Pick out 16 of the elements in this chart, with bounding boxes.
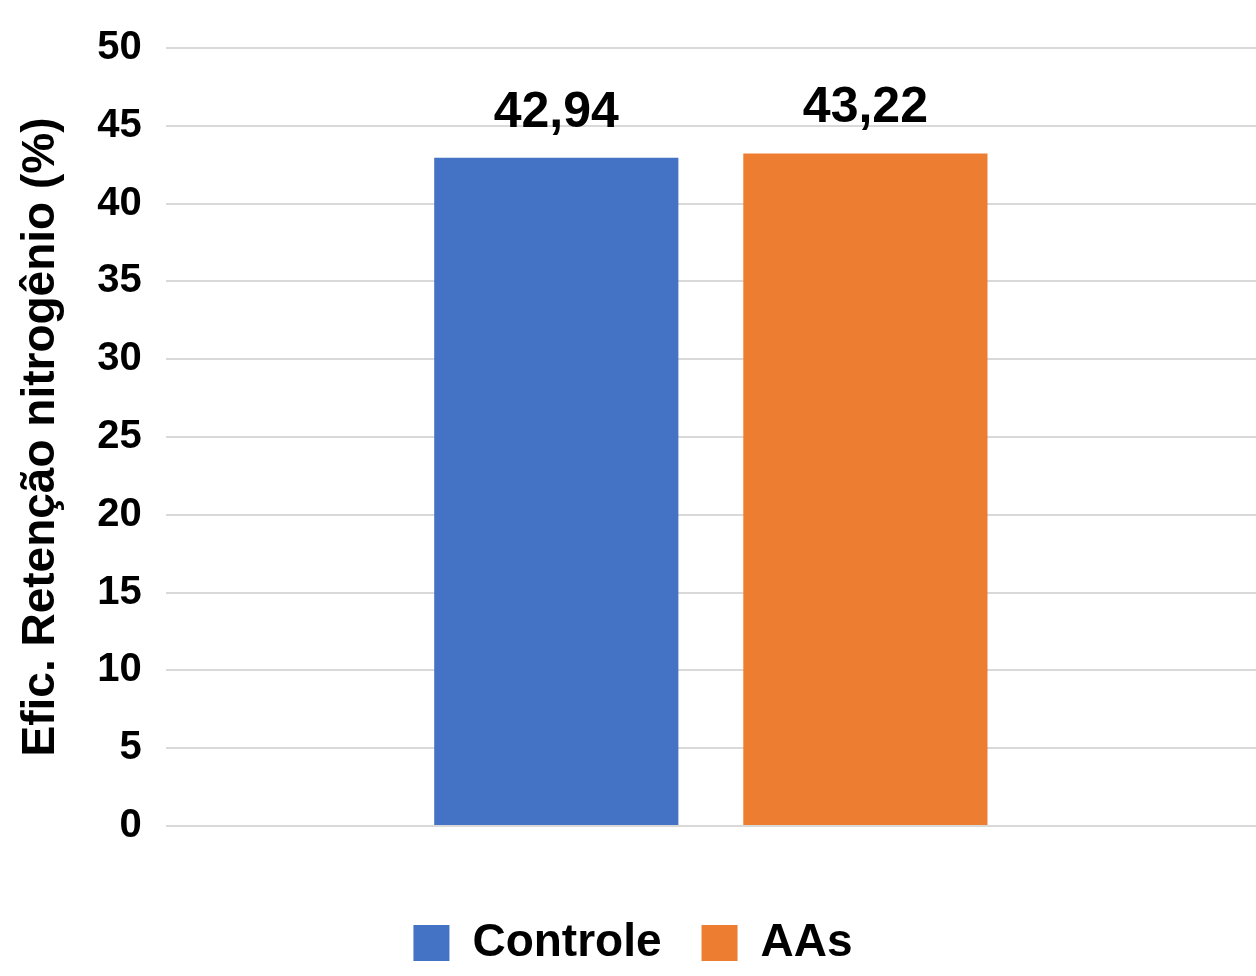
legend-label: Controle [472, 913, 662, 966]
y-tick-label: 45 [97, 100, 142, 145]
y-tick-label: 35 [97, 256, 142, 301]
y-tick-label: 30 [97, 334, 142, 379]
y-tick-label: 15 [97, 567, 142, 612]
y-tick-label: 25 [97, 412, 142, 457]
y-tick-label: 5 [119, 723, 142, 768]
y-tick-label: 50 [97, 23, 142, 68]
y-tick-label: 40 [97, 178, 142, 223]
y-tick-label: 0 [119, 801, 142, 846]
data-label: 43,22 [802, 77, 928, 134]
legend-label: AAs [760, 913, 853, 966]
y-tick-label: 20 [97, 489, 142, 534]
y-axis-title: Efic. Retenção nitrogênio (%) [12, 117, 65, 757]
data-label: 42,94 [493, 81, 620, 138]
y-tick-label: 10 [97, 645, 142, 690]
